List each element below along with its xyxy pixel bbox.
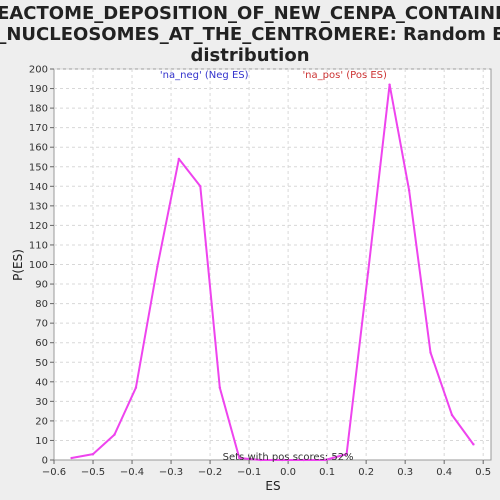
x-tick-label: −0.1: [237, 467, 261, 478]
y-tick-label: 90: [35, 280, 48, 291]
x-tick-label: −0.5: [81, 467, 105, 478]
data-point: [156, 265, 159, 268]
y-tick-label: 190: [29, 84, 48, 95]
data-point: [407, 189, 411, 192]
y-tick-label: 60: [35, 338, 48, 349]
x-tick-label: 0.2: [358, 467, 374, 478]
data-point: [450, 413, 454, 417]
y-tick-label: 120: [29, 221, 48, 232]
y-tick-label: 140: [29, 182, 48, 193]
annotation-label: 'na_pos' (Pos ES): [302, 70, 387, 81]
data-point: [113, 433, 116, 436]
data-point: [259, 458, 262, 462]
data-point: [70, 456, 73, 460]
x-tick-label: −0.2: [198, 467, 222, 478]
x-tick-label: −0.4: [120, 467, 144, 478]
data-point: [134, 386, 138, 389]
data-point: [323, 458, 327, 462]
y-tick-label: 170: [29, 123, 48, 134]
data-point: [177, 157, 181, 161]
y-tick-label: 150: [29, 162, 48, 173]
axis-ticks: 0 10 20 30 40 50 60 70 80 90 100 110 120 130 140 150 160…: [29, 65, 491, 479]
data-point: [238, 456, 241, 460]
chart-title-line-3: distribution: [190, 45, 309, 66]
y-tick-label: 30: [35, 397, 48, 408]
data-point: [366, 271, 370, 274]
x-tick-label: −0.3: [159, 467, 183, 478]
data-point: [281, 458, 284, 462]
y-tick-label: 20: [35, 416, 48, 427]
y-tick-label: 40: [35, 377, 48, 388]
y-tick-label: 110: [29, 240, 48, 251]
chart-title-line-1: REACTOME_DEPOSITION_OF_NEW_CENPA_CONTAIN…: [0, 3, 500, 24]
series-line: [71, 83, 475, 461]
y-tick-label: 10: [35, 436, 48, 447]
y-tick-label: 70: [35, 319, 48, 330]
annotation-label: Sets with pos scores: 52%: [223, 452, 354, 463]
annotations: 'na_neg' (Neg ES) 'na_pos' (Pos ES) Sets w…: [160, 70, 387, 463]
series: [70, 83, 475, 462]
y-tick-label: 100: [29, 260, 48, 271]
data-point: [302, 458, 305, 462]
y-tick-label: 160: [29, 143, 48, 154]
data-point: [345, 452, 348, 456]
data-point: [388, 83, 391, 86]
chart-title-line-2: G_NUCLEOSOMES_AT_THE_CENTROMERE: Random …: [0, 24, 500, 45]
y-tick-label: 200: [29, 65, 48, 76]
x-axis-label: ES: [265, 479, 280, 493]
y-tick-label: 0: [42, 456, 48, 467]
x-tick-label: 0.0: [280, 467, 296, 478]
data-point: [199, 185, 202, 188]
grid: [54, 68, 491, 460]
y-axis-label: P(ES): [11, 249, 25, 281]
annotation-label: 'na_neg' (Neg ES): [160, 70, 249, 81]
x-tick-label: 0.4: [436, 467, 452, 478]
x-tick-label: 0.1: [319, 467, 335, 478]
data-point: [472, 443, 475, 446]
y-tick-label: 130: [29, 201, 48, 212]
x-tick-label: 0.3: [397, 467, 413, 478]
y-tick-label: 50: [35, 358, 48, 369]
y-tick-label: 180: [29, 104, 48, 115]
data-point: [91, 452, 95, 456]
x-tick-label: 0.5: [475, 467, 491, 478]
data-point: [429, 351, 432, 354]
y-tick-label: 80: [35, 299, 48, 310]
x-tick-label: −0.6: [42, 467, 66, 478]
data-point: [218, 386, 222, 389]
